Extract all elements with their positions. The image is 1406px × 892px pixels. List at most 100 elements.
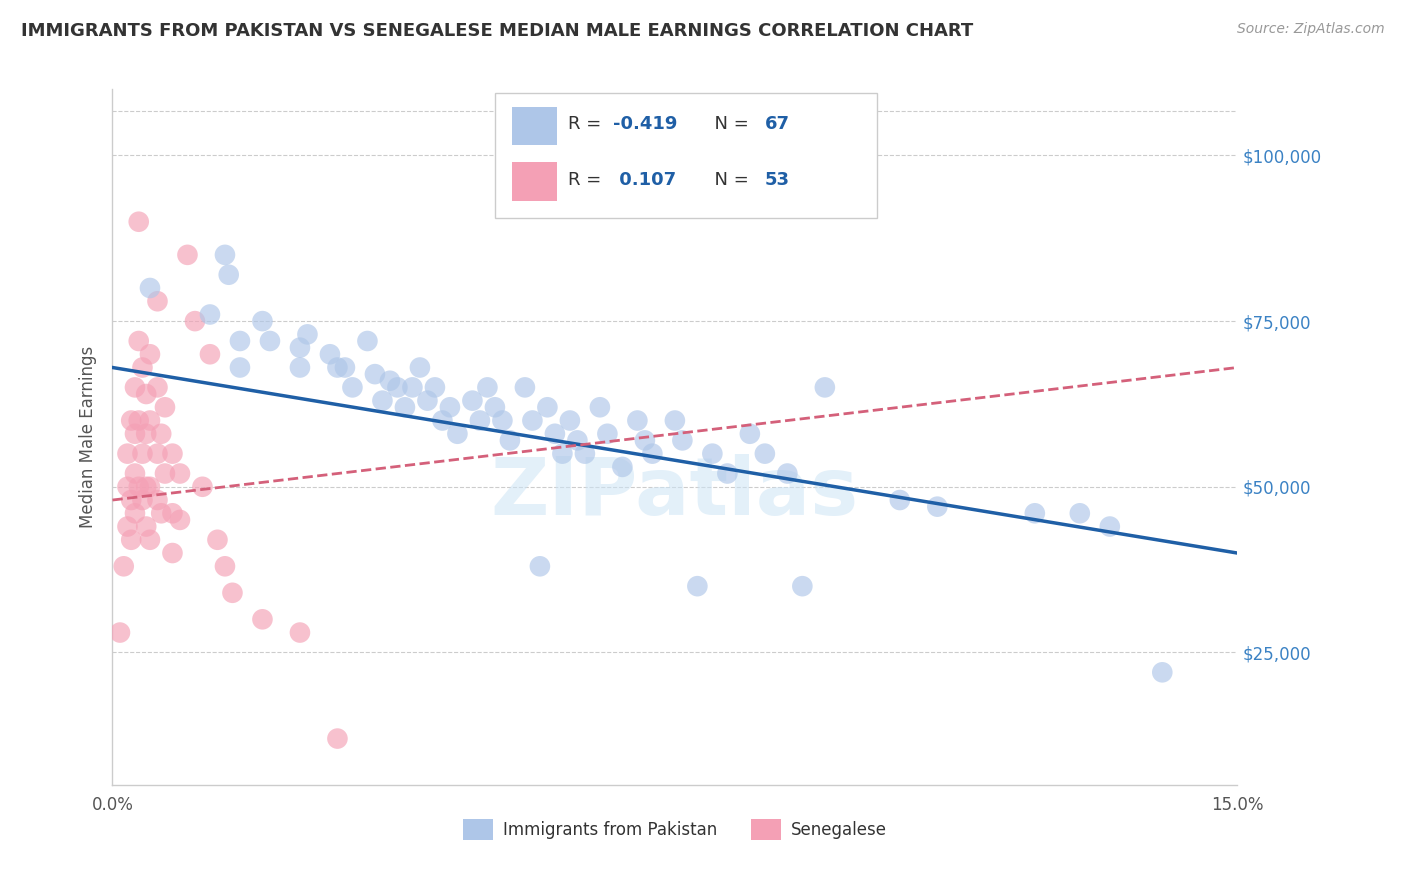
Text: ZIPatlas: ZIPatlas — [491, 454, 859, 532]
Point — [641, 447, 664, 461]
Point — [139, 533, 162, 547]
Point — [150, 506, 173, 520]
Point — [326, 360, 349, 375]
Text: -0.419: -0.419 — [613, 115, 678, 133]
Point — [153, 401, 176, 415]
Point — [596, 426, 619, 441]
Point — [416, 393, 439, 408]
Point — [738, 426, 761, 441]
Point — [423, 380, 446, 394]
Point — [754, 447, 776, 461]
Point — [124, 467, 146, 481]
Point — [252, 314, 274, 328]
Point — [364, 367, 387, 381]
Point — [477, 380, 499, 394]
Point — [120, 533, 142, 547]
Point — [544, 426, 567, 441]
Point — [319, 347, 342, 361]
Point — [120, 413, 142, 427]
Point — [626, 413, 648, 427]
Point — [776, 467, 799, 481]
Point — [432, 413, 454, 427]
Point — [671, 434, 693, 448]
Point — [128, 334, 150, 348]
Point — [1024, 506, 1046, 520]
Point — [288, 625, 311, 640]
Point — [499, 434, 522, 448]
Point — [139, 480, 162, 494]
Point — [634, 434, 657, 448]
Point — [522, 413, 544, 427]
Point — [252, 612, 274, 626]
Point — [1098, 519, 1121, 533]
Text: R =: R = — [568, 170, 607, 188]
Point — [461, 393, 484, 408]
Point — [153, 467, 176, 481]
Point — [259, 334, 281, 348]
Point — [198, 347, 221, 361]
Point — [131, 493, 153, 508]
Bar — [512, 162, 557, 201]
Point — [139, 347, 162, 361]
Point — [112, 559, 135, 574]
Point — [162, 506, 184, 520]
Point — [484, 401, 506, 415]
Point — [558, 413, 581, 427]
Point — [176, 248, 198, 262]
Point — [124, 380, 146, 394]
Text: R =: R = — [568, 115, 607, 133]
Point — [612, 459, 634, 474]
Point — [162, 546, 184, 560]
Point — [184, 314, 207, 328]
Point — [333, 360, 356, 375]
Point — [169, 467, 191, 481]
Point — [1069, 506, 1091, 520]
Point — [567, 434, 589, 448]
Point — [218, 268, 240, 282]
Point — [229, 360, 252, 375]
Text: Source: ZipAtlas.com: Source: ZipAtlas.com — [1237, 22, 1385, 37]
Point — [686, 579, 709, 593]
Point — [131, 360, 153, 375]
Point — [162, 447, 184, 461]
FancyBboxPatch shape — [495, 93, 877, 218]
Point — [221, 586, 243, 600]
Point — [191, 480, 214, 494]
Point — [326, 731, 349, 746]
Point — [394, 401, 416, 415]
Point — [468, 413, 491, 427]
Point — [214, 559, 236, 574]
Point — [128, 413, 150, 427]
Point — [589, 401, 612, 415]
Point — [117, 447, 139, 461]
Point — [371, 393, 394, 408]
Point — [135, 426, 157, 441]
Point — [1152, 665, 1174, 680]
Text: 67: 67 — [765, 115, 790, 133]
Point — [169, 513, 191, 527]
Point — [491, 413, 513, 427]
Point — [446, 426, 468, 441]
Point — [135, 519, 157, 533]
Point — [135, 387, 157, 401]
Point — [139, 281, 162, 295]
Point — [146, 493, 169, 508]
Point — [439, 401, 461, 415]
Point — [342, 380, 364, 394]
Point — [297, 327, 319, 342]
Text: N =: N = — [703, 170, 755, 188]
Point — [664, 413, 686, 427]
Point — [574, 447, 596, 461]
Point — [529, 559, 551, 574]
Point — [513, 380, 536, 394]
Point — [356, 334, 378, 348]
Point — [814, 380, 837, 394]
Point — [124, 506, 146, 520]
Point — [214, 248, 236, 262]
Point — [927, 500, 949, 514]
Point — [207, 533, 229, 547]
Point — [229, 334, 252, 348]
Text: 53: 53 — [765, 170, 790, 188]
Point — [716, 467, 738, 481]
Point — [536, 401, 558, 415]
